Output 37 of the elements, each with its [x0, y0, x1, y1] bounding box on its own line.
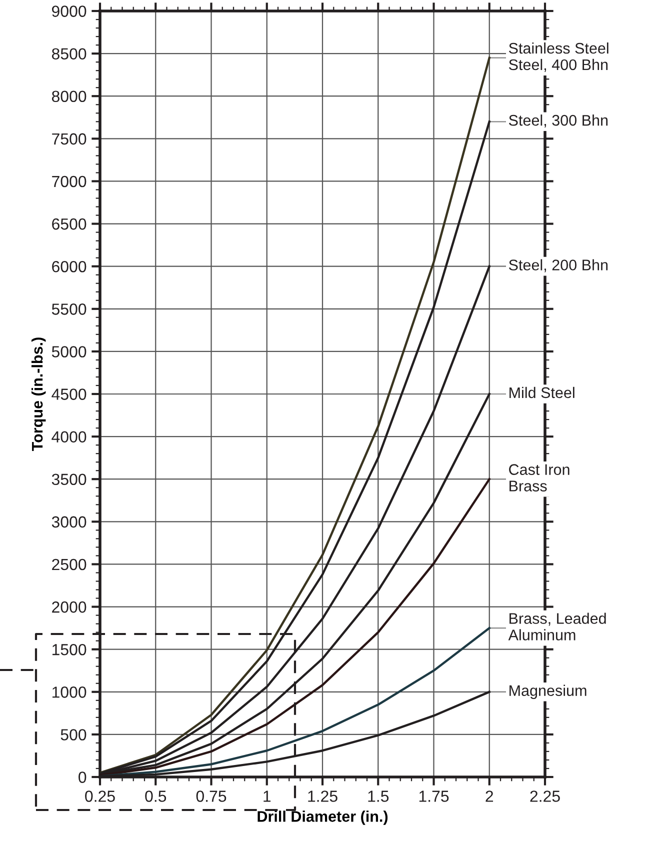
x-tick-label: 0.5	[145, 790, 166, 802]
y-tick-label: 2500	[52, 558, 86, 570]
y-tick-label: 4000	[52, 431, 86, 442]
x-axis-title: Drill Diameter (in.)	[258, 810, 388, 825]
x-tick-label: 1.5	[368, 790, 389, 802]
y-tick-label: 3500	[52, 474, 86, 486]
y-tick-label: 3000	[52, 516, 86, 528]
series-label: Stainless Steel Steel, 400 Bhn	[508, 42, 608, 72]
y-tick-label: 5000	[52, 346, 86, 358]
y-tick-label: 1500	[52, 644, 86, 656]
x-tick-label: 1.75	[419, 790, 449, 802]
y-tick-label: 6000	[52, 260, 86, 272]
x-tick-label: 0.75	[196, 790, 226, 802]
x-tick-label: 0.25	[85, 790, 115, 802]
series-label: Magnesium	[510, 684, 586, 700]
x-tick-label: 2	[486, 790, 494, 802]
series-label: Steel, 200 Bhn	[508, 259, 608, 272]
y-tick-label: 6500	[52, 218, 86, 230]
series-label: Mild Steel	[510, 386, 574, 398]
y-tick-label: 500	[60, 729, 86, 740]
y-tick-label: 1000	[52, 686, 86, 698]
x-tick-label: 2.25	[530, 790, 560, 802]
y-tick-label: 5500	[52, 304, 86, 315]
y-tick-label: 7500	[52, 133, 86, 145]
series-label: Brass, Leaded Aluminum	[508, 612, 606, 640]
y-tick-label: 2000	[52, 601, 86, 613]
y-tick-label: 7000	[52, 176, 86, 188]
y-tick-label: 0	[78, 772, 86, 783]
y-tick-label: 8000	[52, 90, 86, 102]
x-tick-label: 1	[264, 790, 271, 802]
y-tick-label: 8500	[52, 48, 86, 60]
x-tick-label: 1.25	[308, 790, 338, 802]
series-label: Cast Iron Brass	[509, 464, 570, 492]
y-axis-title: Torque (in.-lbs.)	[31, 338, 46, 451]
series-label: Steel, 300 Bhn	[508, 114, 608, 128]
y-tick-label: 9000	[52, 6, 86, 17]
y-tick-label: 4500	[52, 388, 86, 400]
